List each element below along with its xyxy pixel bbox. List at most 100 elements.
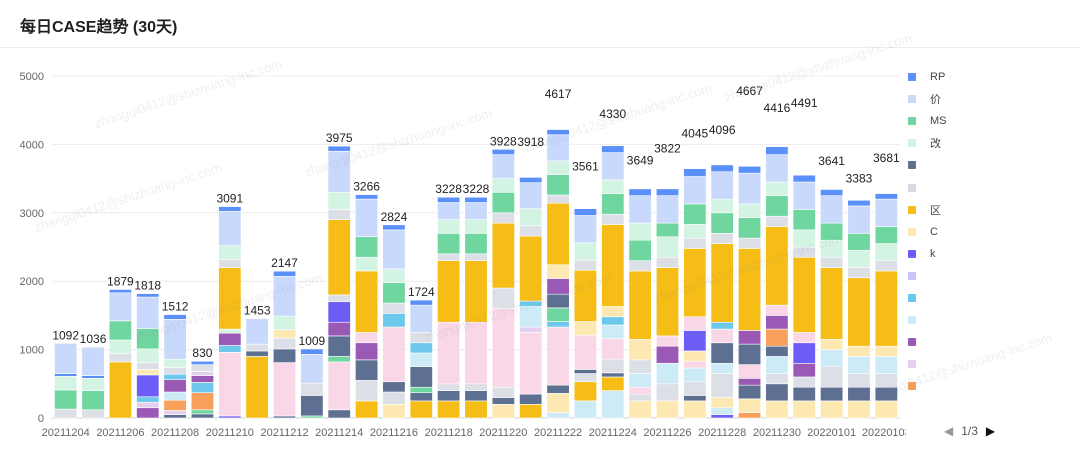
legend-item[interactable]: C: [908, 221, 1078, 243]
legend-label: k: [930, 247, 936, 260]
bar-segment: [519, 182, 543, 209]
x-tick-label: 20211224: [589, 427, 637, 439]
bar-segment: [519, 177, 543, 184]
bar-total-label: 4667: [736, 84, 763, 98]
bar-segment: [108, 339, 132, 355]
legend-swatch: [908, 382, 916, 391]
bar-segment: [464, 390, 488, 402]
bar-segment: [519, 235, 543, 302]
legend-item[interactable]: [908, 176, 1078, 198]
bar-total-label: 3975: [326, 131, 353, 145]
bar-segment: [847, 356, 871, 374]
x-tick-label: 20220103: [862, 427, 906, 439]
bar-segment: [273, 337, 297, 350]
bar-segment: [792, 174, 816, 183]
bar-segment: [874, 373, 898, 388]
legend-item[interactable]: 区: [908, 199, 1078, 221]
bar-segment: [190, 413, 214, 419]
bar-segment: [738, 237, 762, 249]
bar-segment: [847, 345, 871, 357]
legend-item[interactable]: [908, 331, 1078, 353]
next-page-icon[interactable]: ▶: [985, 424, 996, 438]
legend-item[interactable]: [908, 265, 1078, 287]
bar-segment: [54, 408, 78, 419]
bar-segment: [683, 350, 707, 362]
bar-segment: [738, 330, 762, 345]
bar-total-label: 3091: [216, 192, 243, 206]
legend-item[interactable]: [908, 287, 1078, 309]
bar-segment: [847, 205, 871, 234]
bar-segment: [601, 324, 625, 339]
bar-segment: [491, 287, 515, 309]
bar-segment: [437, 219, 461, 234]
legend-item[interactable]: 改: [908, 132, 1078, 154]
bar-segment: [273, 270, 297, 277]
legend-swatch: [908, 117, 916, 126]
bar-segment: [163, 379, 187, 393]
bar-segment: [765, 345, 789, 357]
legend-item[interactable]: MS: [908, 110, 1078, 132]
bar-segment: [710, 397, 734, 409]
y-tick-label: 0: [38, 413, 44, 425]
bar-segment: [655, 267, 679, 337]
bar-segment: [546, 293, 570, 309]
bar-segment: [519, 393, 543, 405]
legend-label: 区: [930, 204, 941, 217]
bar-segment: [820, 267, 844, 340]
bar-segment: [573, 400, 597, 419]
y-tick-label: 5000: [20, 71, 44, 83]
bar-segment: [300, 395, 324, 417]
bar-segment: [601, 376, 625, 391]
legend-swatch: [908, 271, 916, 280]
bar-segment: [601, 390, 625, 419]
bar-total-label: 830: [192, 346, 212, 360]
legend-item[interactable]: 价: [908, 88, 1078, 110]
bar-segment: [683, 248, 707, 318]
bar-segment: [327, 294, 351, 303]
bar-segment: [573, 242, 597, 261]
bar-segment: [382, 326, 406, 383]
bar-segment: [273, 362, 297, 417]
legend-item[interactable]: RP: [908, 66, 1078, 88]
legend-label: 改: [930, 138, 941, 151]
bar-segment: [190, 409, 214, 415]
bar-segment: [847, 386, 871, 402]
bar-segment: [765, 146, 789, 155]
legend-item[interactable]: [908, 353, 1078, 375]
page-title: 每日CASE趋势 (30天): [20, 19, 178, 36]
y-tick-label: 3000: [20, 208, 44, 220]
bar-segment: [573, 373, 597, 383]
bar-segment: [382, 229, 406, 270]
bar-segment: [273, 315, 297, 331]
legend-item[interactable]: [908, 375, 1078, 397]
bar-segment: [491, 178, 515, 193]
legend-item[interactable]: k: [908, 243, 1078, 265]
bar-segment: [792, 386, 816, 402]
bar-segment: [738, 203, 762, 218]
bar-segment: [163, 391, 187, 401]
x-tick-label: 20220101: [807, 427, 856, 439]
bar-segment: [437, 233, 461, 255]
bar-segment: [491, 191, 515, 214]
bar-segment: [655, 236, 679, 258]
bar-segment: [81, 409, 105, 419]
x-tick-label: 20211216: [370, 427, 418, 439]
bar-segment: [683, 381, 707, 396]
bar-segment: [765, 383, 789, 402]
legend-item[interactable]: [908, 309, 1078, 331]
bar-segment: [546, 134, 570, 162]
bar-segment: [491, 397, 515, 405]
legend-item[interactable]: [908, 154, 1078, 176]
bar-segment: [218, 328, 242, 334]
bar-segment: [81, 390, 105, 411]
bar-segment: [546, 307, 570, 322]
bar-total-label: 1036: [80, 332, 107, 346]
bar-segment: [355, 359, 379, 381]
prev-page-icon[interactable]: ◀: [944, 424, 954, 438]
page-indicator: 1/3: [961, 424, 978, 438]
bar-segment: [765, 328, 789, 347]
bar-segment: [245, 356, 269, 419]
bar-segment: [765, 304, 789, 316]
bar-segment: [546, 194, 570, 204]
bar-segment: [163, 314, 187, 320]
